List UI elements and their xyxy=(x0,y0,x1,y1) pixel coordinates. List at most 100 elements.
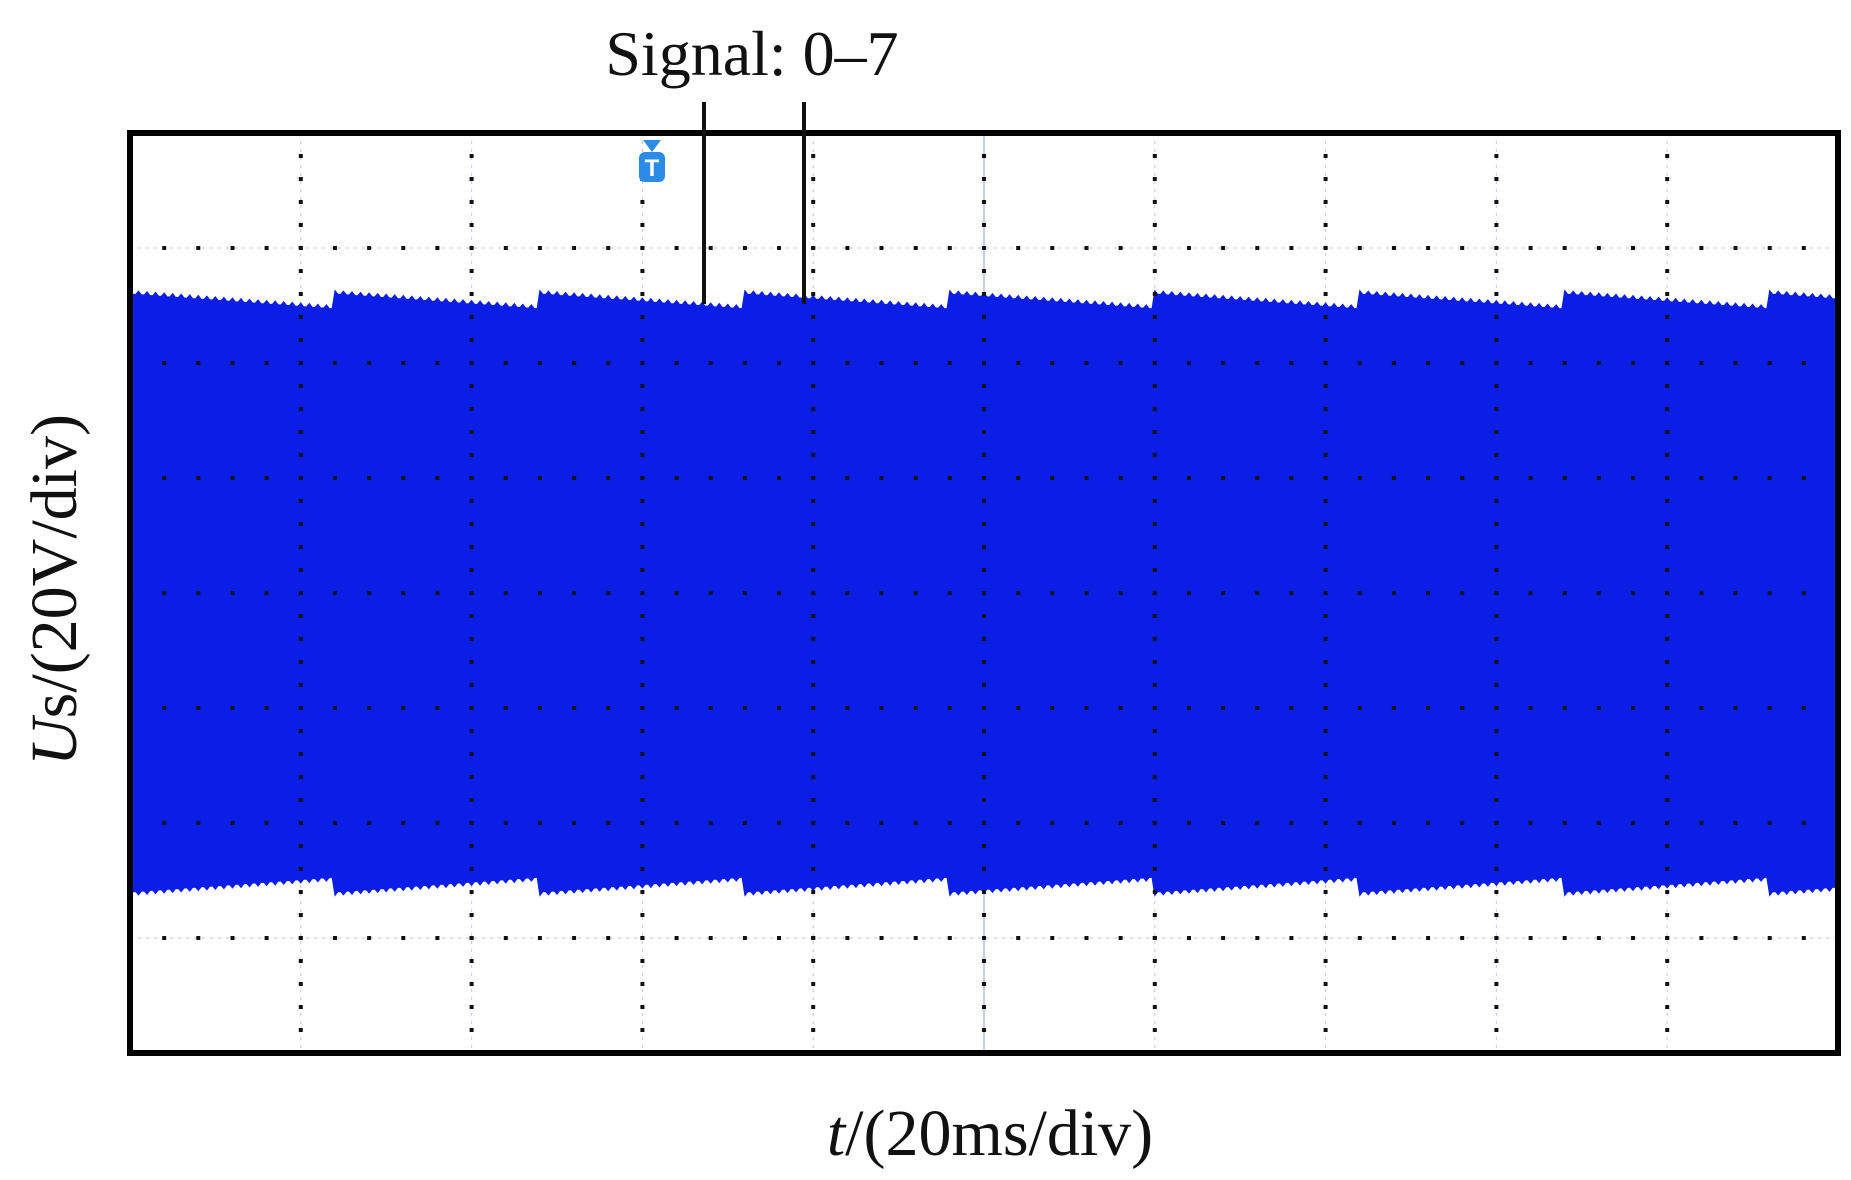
grid-dot xyxy=(298,683,303,687)
grid-dot xyxy=(1323,476,1328,480)
grid-dot xyxy=(1152,338,1157,342)
grid-dot xyxy=(1221,821,1226,825)
grid-dot xyxy=(1494,637,1499,641)
grid-dot xyxy=(1289,706,1294,710)
grid-dot xyxy=(1494,453,1499,457)
grid-dot xyxy=(1665,522,1670,526)
grid-dot xyxy=(913,706,918,710)
grid-dot xyxy=(777,246,781,250)
grid-dot xyxy=(1665,752,1670,756)
grid-dot xyxy=(1733,361,1738,365)
grid-dot xyxy=(1494,729,1499,733)
grid-dot xyxy=(982,453,986,457)
grid-dot xyxy=(1494,338,1499,342)
grid-dot xyxy=(367,821,372,825)
grid-dot xyxy=(401,246,406,250)
grid-dot xyxy=(913,361,918,365)
grid-dot xyxy=(264,361,269,365)
grid-dot xyxy=(640,913,645,917)
grid-dot xyxy=(708,591,713,595)
grid-dot xyxy=(640,683,645,687)
grid-dot xyxy=(674,591,679,595)
grid-dot xyxy=(845,476,850,480)
grid-dot xyxy=(1323,890,1328,894)
grid-dot xyxy=(1733,476,1738,480)
grid-dot xyxy=(1494,499,1499,503)
grid-dot xyxy=(640,936,645,940)
grid-dot xyxy=(1323,867,1328,871)
grid-dot xyxy=(640,499,645,503)
grid-dot xyxy=(1391,361,1396,365)
grid-dot xyxy=(1665,637,1670,641)
grid-dot xyxy=(469,361,474,365)
grid-dot xyxy=(298,959,303,963)
grid-dot xyxy=(1528,591,1533,595)
grid-dot xyxy=(469,338,474,342)
grid-dot xyxy=(1016,821,1021,825)
grid-dot xyxy=(1733,936,1738,940)
grid-dot xyxy=(879,936,884,940)
grid-dot xyxy=(1596,821,1601,825)
grid-dot xyxy=(162,936,167,940)
grid-dot xyxy=(1152,246,1157,250)
grid-dot xyxy=(401,591,406,595)
grid-dot xyxy=(1801,476,1806,480)
grid-dot xyxy=(503,706,508,710)
grid-dot xyxy=(811,959,816,963)
grid-dot xyxy=(1152,453,1157,457)
grid-dot xyxy=(1665,499,1670,503)
grid-dot xyxy=(1494,844,1499,848)
grid-dot xyxy=(1494,982,1499,986)
grid-dot xyxy=(1801,591,1806,595)
grid-dot xyxy=(1152,177,1157,181)
grid-dot xyxy=(913,246,918,250)
grid-dot xyxy=(742,246,747,250)
grid-dot xyxy=(1323,752,1328,756)
grid-dot xyxy=(1050,591,1055,595)
grid-dot xyxy=(1494,752,1499,756)
grid-dot xyxy=(401,936,406,940)
grid-dot xyxy=(1118,591,1123,595)
grid-dot xyxy=(1460,476,1465,480)
grid-dot xyxy=(469,177,474,181)
grid-dot xyxy=(1152,430,1157,434)
grid-dots xyxy=(162,154,1806,1032)
grid-dot xyxy=(1187,821,1191,825)
grid-dot xyxy=(606,476,611,480)
grid-dot xyxy=(469,545,474,549)
grid-dot xyxy=(298,154,303,158)
grid-dot xyxy=(640,729,645,733)
grid-dot xyxy=(640,545,645,549)
grid-dot xyxy=(1221,591,1226,595)
grid-dot xyxy=(1289,476,1294,480)
grid-dot xyxy=(640,453,645,457)
grid-dot xyxy=(1187,936,1191,940)
grid-dot xyxy=(230,821,235,825)
grid-dot xyxy=(811,522,816,526)
grid-dot xyxy=(1426,591,1431,595)
grid-dot xyxy=(298,591,303,595)
grid-dot xyxy=(1323,453,1328,457)
grid-dot xyxy=(1494,1028,1499,1032)
grid-dot xyxy=(1084,821,1089,825)
grid-dot xyxy=(469,660,474,664)
grid-dot xyxy=(1426,246,1431,250)
grid-dot xyxy=(1152,821,1157,825)
grid-dot xyxy=(1118,246,1123,250)
grid-dot xyxy=(606,936,611,940)
grid-dot xyxy=(845,591,850,595)
grid-dot xyxy=(674,361,679,365)
grid-dot xyxy=(298,430,303,434)
grid-dot xyxy=(1187,246,1191,250)
grid-dot xyxy=(1801,361,1806,365)
grid-dot xyxy=(811,890,816,894)
grid-dot xyxy=(503,476,508,480)
grid-dot xyxy=(1323,913,1328,917)
grid-dot xyxy=(1665,729,1670,733)
grid-dot xyxy=(1631,821,1635,825)
grid-dot xyxy=(811,384,816,388)
grid-dot xyxy=(640,1028,645,1032)
grid-dot xyxy=(1152,775,1157,779)
grid-dot xyxy=(469,637,474,641)
grid-dot xyxy=(1016,476,1021,480)
